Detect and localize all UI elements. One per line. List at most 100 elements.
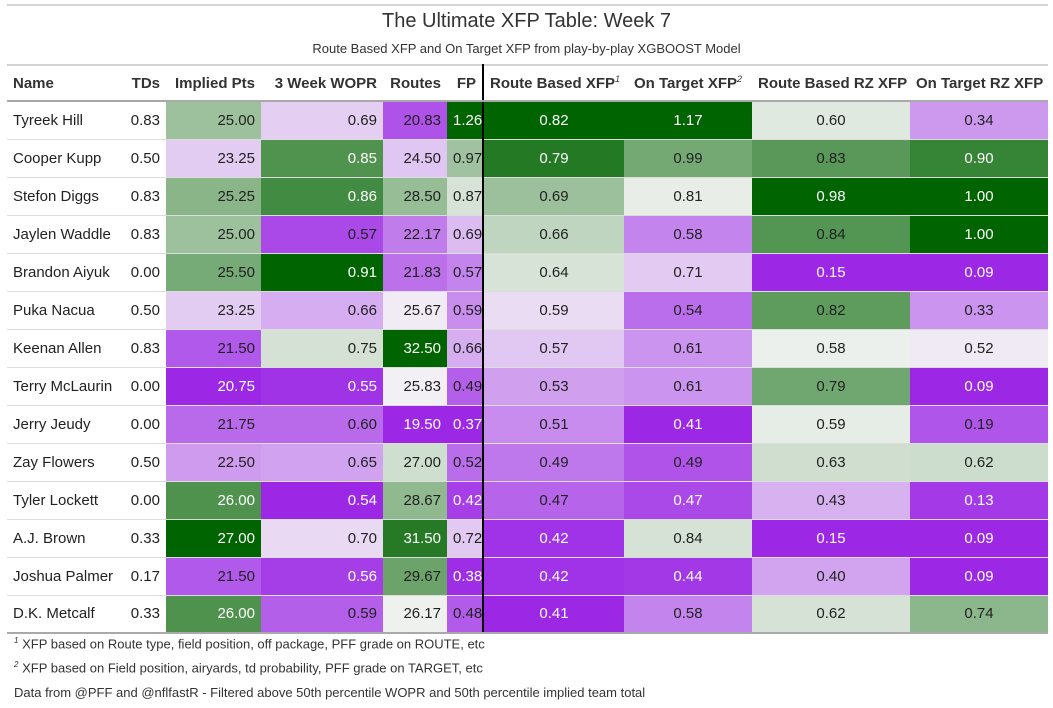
cell-routes: 19.50	[383, 405, 447, 444]
table-row: Cooper Kupp 0.50 23.25 0.85 24.50 0.97 0.79 0.9…	[7, 139, 1048, 178]
cell-name: Terry McLaurin	[7, 367, 121, 406]
cell-implied-pts: 25.00	[166, 215, 261, 254]
cell-target-rz-xfp: 0.33	[910, 291, 1048, 330]
cell-name: Stefon Diggs	[7, 177, 121, 216]
cell-name: Joshua Palmer	[7, 557, 121, 596]
table-row: Puka Nacua 0.50 23.25 0.66 25.67 0.59 0.59 0.54…	[7, 291, 1048, 330]
col-header-wopr: 3 Week WOPR	[261, 64, 383, 102]
cell-name: Cooper Kupp	[7, 139, 121, 178]
cell-tds: 0.83	[121, 215, 166, 254]
cell-route-rz-xfp: 0.43	[752, 481, 910, 520]
cell-fp: 0.49	[447, 367, 484, 406]
table-row: Jerry Jeudy 0.00 21.75 0.60 19.50 0.37 0.51 0.4…	[7, 405, 1048, 444]
cell-wopr: 0.70	[261, 519, 383, 558]
table-row: D.K. Metcalf 0.33 26.00 0.59 26.17 0.48 0.41 0.…	[7, 595, 1048, 634]
cell-route-rz-xfp: 0.79	[752, 367, 910, 406]
cell-target-rz-xfp: 0.09	[910, 519, 1048, 558]
cell-implied-pts: 25.00	[166, 101, 261, 140]
cell-route-rz-xfp: 0.98	[752, 177, 910, 216]
cell-route-rz-xfp: 0.40	[752, 557, 910, 596]
cell-wopr: 0.85	[261, 139, 383, 178]
cell-target-rz-xfp: 0.90	[910, 139, 1048, 178]
cell-routes: 22.17	[383, 215, 447, 254]
cell-wopr: 0.69	[261, 101, 383, 140]
cell-implied-pts: 21.50	[166, 557, 261, 596]
cell-route-rz-xfp: 0.83	[752, 139, 910, 178]
cell-routes: 28.50	[383, 177, 447, 216]
cell-fp: 0.72	[447, 519, 484, 558]
cell-target-rz-xfp: 0.34	[910, 101, 1048, 140]
cell-target-rz-xfp: 1.00	[910, 177, 1048, 216]
cell-wopr: 0.91	[261, 253, 383, 292]
table-row: Zay Flowers 0.50 22.50 0.65 27.00 0.52 0.49 0.4…	[7, 443, 1048, 482]
cell-target-rz-xfp: 0.09	[910, 557, 1048, 596]
col-header-tds: TDs	[121, 64, 166, 102]
table-row: Stefon Diggs 0.83 25.25 0.86 28.50 0.87 0.69 0.…	[7, 177, 1048, 216]
cell-target-rz-xfp: 0.09	[910, 367, 1048, 406]
cell-wopr: 0.54	[261, 481, 383, 520]
col-header-implied-pts: Implied Pts	[166, 64, 261, 102]
cell-name: Keenan Allen	[7, 329, 121, 368]
cell-tds: 0.50	[121, 139, 166, 178]
xfp-table: Name TDs Implied Pts 3 Week WOPR Routes …	[7, 64, 1048, 634]
cell-fp: 0.52	[447, 443, 484, 482]
cell-fp: 0.69	[447, 215, 484, 254]
cell-route-rz-xfp: 0.84	[752, 215, 910, 254]
cell-routes: 32.50	[383, 329, 447, 368]
cell-target-xfp: 0.47	[624, 481, 752, 520]
cell-tds: 0.33	[121, 519, 166, 558]
cell-name: Tyler Lockett	[7, 481, 121, 520]
cell-target-xfp: 0.99	[624, 139, 752, 178]
cell-target-rz-xfp: 0.62	[910, 443, 1048, 482]
table-row: Tyreek Hill 0.83 25.00 0.69 20.83 1.26 0.82 1.1…	[7, 101, 1048, 140]
cell-name: Brandon Aiyuk	[7, 253, 121, 292]
cell-routes: 27.00	[383, 443, 447, 482]
cell-implied-pts: 21.50	[166, 329, 261, 368]
cell-routes: 20.83	[383, 101, 447, 140]
cell-route-xfp: 0.47	[483, 481, 624, 520]
cell-implied-pts: 25.50	[166, 253, 261, 292]
cell-fp: 0.38	[447, 557, 484, 596]
cell-tds: 0.50	[121, 443, 166, 482]
cell-route-xfp: 0.82	[483, 101, 624, 140]
col-header-name: Name	[7, 64, 121, 102]
cell-target-rz-xfp: 0.52	[910, 329, 1048, 368]
cell-target-rz-xfp: 1.00	[910, 215, 1048, 254]
cell-wopr: 0.75	[261, 329, 383, 368]
header-row: Name TDs Implied Pts 3 Week WOPR Routes …	[7, 64, 1048, 102]
cell-route-xfp: 0.57	[483, 329, 624, 368]
cell-route-rz-xfp: 0.82	[752, 291, 910, 330]
cell-route-xfp: 0.41	[483, 595, 624, 634]
cell-target-xfp: 0.58	[624, 215, 752, 254]
table-row: Brandon Aiyuk 0.00 25.50 0.91 21.83 0.57 0.64 0…	[7, 253, 1048, 292]
cell-route-xfp: 0.69	[483, 177, 624, 216]
cell-routes: 28.67	[383, 481, 447, 520]
cell-wopr: 0.60	[261, 405, 383, 444]
cell-target-xfp: 0.71	[624, 253, 752, 292]
cell-target-xfp: 0.41	[624, 405, 752, 444]
cell-fp: 0.48	[447, 595, 484, 634]
table-row: Jaylen Waddle 0.83 25.00 0.57 22.17 0.69 0.66 0…	[7, 215, 1048, 254]
col-header-target-xfp: On Target XFP2	[624, 64, 752, 102]
cell-name: Tyreek Hill	[7, 101, 121, 140]
footnote-2: 2 XFP based on Field position, airyards,…	[14, 660, 483, 676]
cell-fp: 1.26	[447, 101, 484, 140]
cell-route-xfp: 0.42	[483, 519, 624, 558]
cell-target-xfp: 0.49	[624, 443, 752, 482]
cell-tds: 0.00	[121, 405, 166, 444]
cell-implied-pts: 26.00	[166, 481, 261, 520]
top-rule	[7, 4, 1048, 6]
cell-implied-pts: 20.75	[166, 367, 261, 406]
cell-implied-pts: 22.50	[166, 443, 261, 482]
table-row: Tyler Lockett 0.00 26.00 0.54 28.67 0.42 0.47 0…	[7, 481, 1048, 520]
cell-implied-pts: 25.25	[166, 177, 261, 216]
cell-routes: 26.17	[383, 595, 447, 634]
cell-routes: 21.83	[383, 253, 447, 292]
cell-target-xfp: 0.58	[624, 595, 752, 634]
cell-route-xfp: 0.64	[483, 253, 624, 292]
cell-target-xfp: 0.54	[624, 291, 752, 330]
cell-target-xfp: 1.17	[624, 101, 752, 140]
cell-routes: 25.83	[383, 367, 447, 406]
cell-tds: 0.83	[121, 177, 166, 216]
